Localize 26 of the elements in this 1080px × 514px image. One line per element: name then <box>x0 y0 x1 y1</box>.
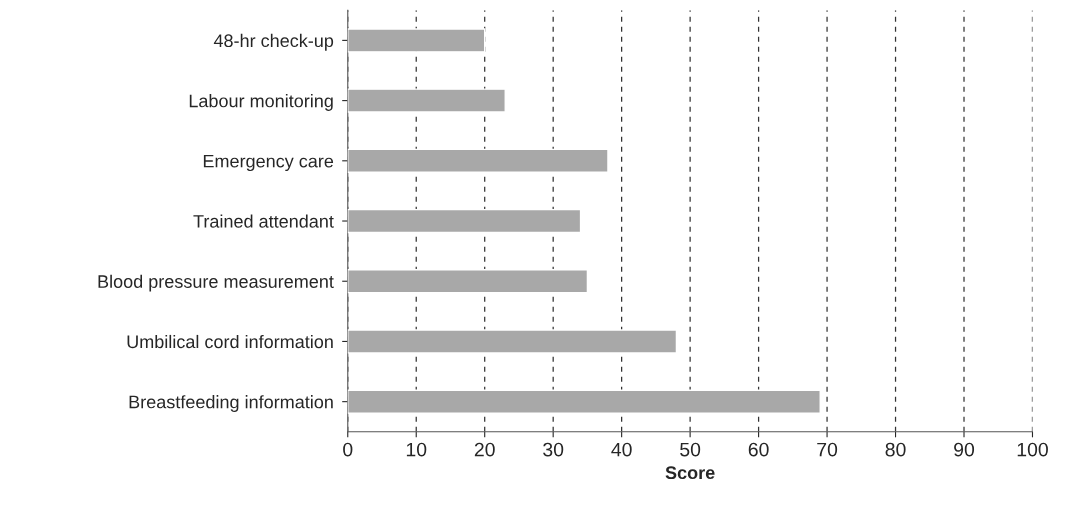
bar <box>347 88 506 113</box>
x-tick-label: 10 <box>406 442 427 457</box>
bar <box>347 269 589 294</box>
y-tick-label: 48-hr check-up <box>213 33 334 51</box>
bar <box>347 148 609 173</box>
x-tick-label: 80 <box>885 442 906 457</box>
y-tick-label: Umbilical cord information <box>127 334 333 349</box>
y-tick-label: Breastfeeding information <box>129 395 333 412</box>
bar <box>347 329 678 354</box>
y-tick-label: Blood pressure measurement <box>98 274 334 292</box>
x-tick-label: 70 <box>817 442 838 457</box>
x-tick-label: 50 <box>680 442 701 457</box>
x-tick-label: 20 <box>474 442 495 457</box>
x-tick-label: 40 <box>611 442 632 457</box>
bar <box>347 28 486 53</box>
x-axis-title: Score <box>665 466 715 480</box>
y-tick-label: Trained attendant <box>193 214 334 228</box>
y-tick-label: Emergency care <box>203 154 334 172</box>
bar <box>347 208 582 234</box>
x-tick-label: 30 <box>543 442 564 457</box>
bar <box>347 389 821 414</box>
x-tick-label: 0 <box>343 442 353 457</box>
y-tick-label: Labour monitoring <box>189 94 333 111</box>
x-tick-label: 60 <box>748 442 769 457</box>
x-tick-label: 100 <box>1017 442 1048 457</box>
x-tick-label: 90 <box>954 442 975 457</box>
